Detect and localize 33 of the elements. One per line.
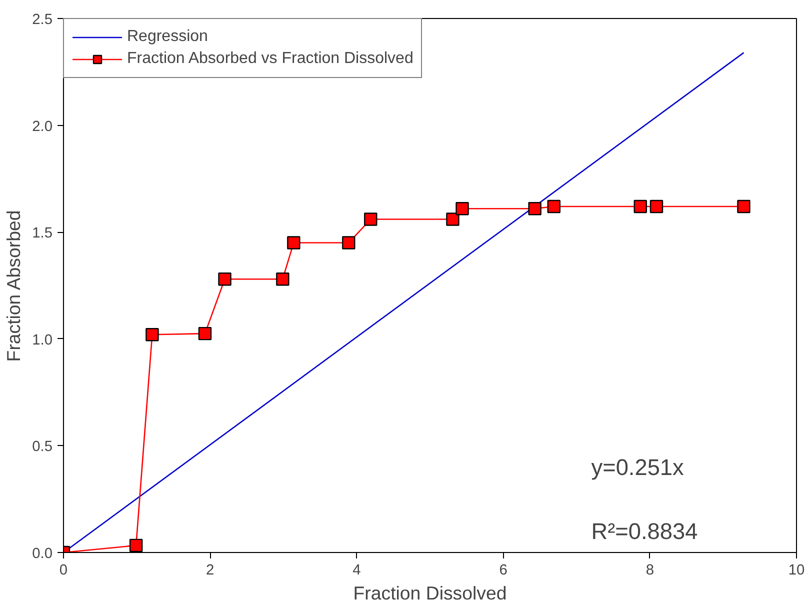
y-tick-label: 2.5 <box>32 12 52 28</box>
legend-label: Regression <box>127 28 208 46</box>
y-tick-label: 1.0 <box>32 332 52 348</box>
point <box>146 328 159 342</box>
point <box>456 202 469 216</box>
point <box>218 272 232 286</box>
point <box>547 200 560 214</box>
point <box>276 272 290 286</box>
y-axis-title: Fraction Absorbed <box>3 210 24 362</box>
x-tick-label: 6 <box>499 562 508 578</box>
annotation: y=0.251x <box>591 454 685 480</box>
y-tick-label: 0.0 <box>32 546 52 562</box>
x-axis-title: Fraction Dissolved <box>353 582 507 604</box>
point <box>287 236 300 250</box>
point <box>446 212 460 226</box>
x-tick-label: 8 <box>646 562 654 578</box>
point <box>129 538 143 552</box>
point <box>364 212 378 226</box>
annotation: R²=0.8834 <box>591 518 698 544</box>
point <box>528 202 542 216</box>
point <box>634 200 647 214</box>
x-tick-label: 10 <box>788 562 805 578</box>
y-tick-label: 0.5 <box>32 439 52 456</box>
x-tick-label: 4 <box>352 562 361 578</box>
x-tick-label: 0 <box>59 562 68 578</box>
point <box>198 326 212 340</box>
point <box>650 200 664 214</box>
point <box>737 200 750 214</box>
x-tick-label: 2 <box>206 562 214 578</box>
y-tick-label: 1.5 <box>32 226 52 242</box>
legend-label: Fraction Absorbed vs Fraction Dissolved <box>127 50 414 68</box>
point <box>342 236 356 250</box>
y-tick-label: 2.0 <box>32 118 52 135</box>
